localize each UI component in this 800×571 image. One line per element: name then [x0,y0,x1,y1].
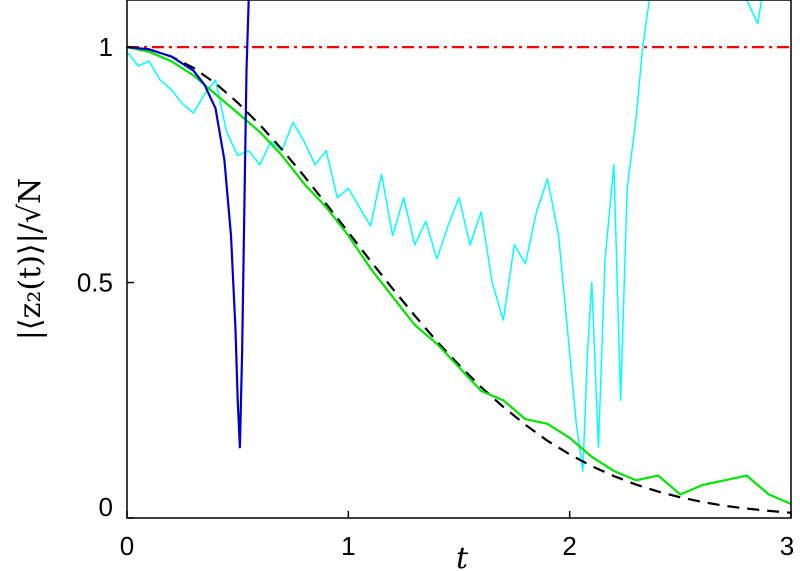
x-axis-label: t [456,541,469,571]
series-line-1 [127,46,791,514]
plot-area [127,0,791,518]
x-tick-label: 1 [341,531,355,561]
x-tick-label: 3 [780,531,794,561]
y-axis-label: |⟨z₂(t)⟩|/√N [13,178,48,340]
plot-frame [126,0,792,519]
y-tick-label: 1 [99,32,113,62]
y-tick-label: 0.5 [77,268,113,298]
series-line-2 [127,0,250,449]
y-tick-label: 0 [99,492,113,522]
series-line-3 [127,46,791,505]
series-line-4 [127,0,763,472]
x-tick-label: 0 [120,531,134,561]
x-tick-label: 2 [562,531,576,561]
